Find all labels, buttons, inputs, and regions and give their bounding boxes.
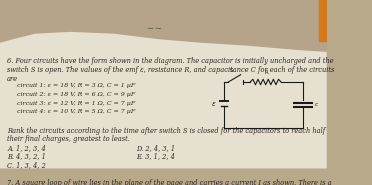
Bar — [319, 0, 327, 41]
Text: Rank the circuits according to the time after switch S is closed for the capacit: Rank the circuits according to the time … — [7, 127, 325, 135]
Text: 7. A square loop of wire lies in the plane of the page and carries a current I a: 7. A square loop of wire lies in the pla… — [7, 179, 332, 185]
Text: circuit 3: ε = 12 V, R = 1 Ω, C = 7 μF: circuit 3: ε = 12 V, R = 1 Ω, C = 7 μF — [7, 101, 135, 106]
Text: c: c — [314, 102, 317, 107]
Text: their final charges, greatest to least.: their final charges, greatest to least. — [7, 135, 130, 143]
PathPatch shape — [0, 32, 327, 169]
Text: B. 4, 3, 2, 1: B. 4, 3, 2, 1 — [7, 153, 46, 161]
Text: are: are — [7, 75, 18, 83]
Text: A. 1, 2, 3, 4: A. 1, 2, 3, 4 — [7, 144, 46, 152]
Text: switch S is open. The values of the emf ε, resistance R, and capacitance C for e: switch S is open. The values of the emf … — [7, 66, 334, 74]
Text: E. 3, 1, 2, 4: E. 3, 1, 2, 4 — [136, 153, 175, 161]
Text: R: R — [264, 70, 268, 75]
Text: C. 1, 3, 4, 2: C. 1, 3, 4, 2 — [7, 161, 46, 169]
Text: D. 2, 4, 3, 1: D. 2, 4, 3, 1 — [136, 144, 175, 152]
Text: 6. Four circuits have the form shown in the diagram. The capacitor is initially : 6. Four circuits have the form shown in … — [7, 57, 334, 65]
Text: S: S — [229, 68, 233, 73]
Text: circuit 1: ε = 18 V, R = 3 Ω, C = 1 μF: circuit 1: ε = 18 V, R = 3 Ω, C = 1 μF — [7, 83, 135, 88]
Text: circuit 4: ε = 10 V, R = 5 Ω, C = 7 μF: circuit 4: ε = 10 V, R = 5 Ω, C = 7 μF — [7, 109, 135, 114]
Text: ε: ε — [211, 101, 215, 107]
Text: $\mathit{\sim \!\!\sim}$: $\mathit{\sim \!\!\sim}$ — [145, 23, 162, 32]
Text: circuit 2: ε = 18 V, R = 6 Ω, C = 9 μF: circuit 2: ε = 18 V, R = 6 Ω, C = 9 μF — [7, 92, 135, 97]
